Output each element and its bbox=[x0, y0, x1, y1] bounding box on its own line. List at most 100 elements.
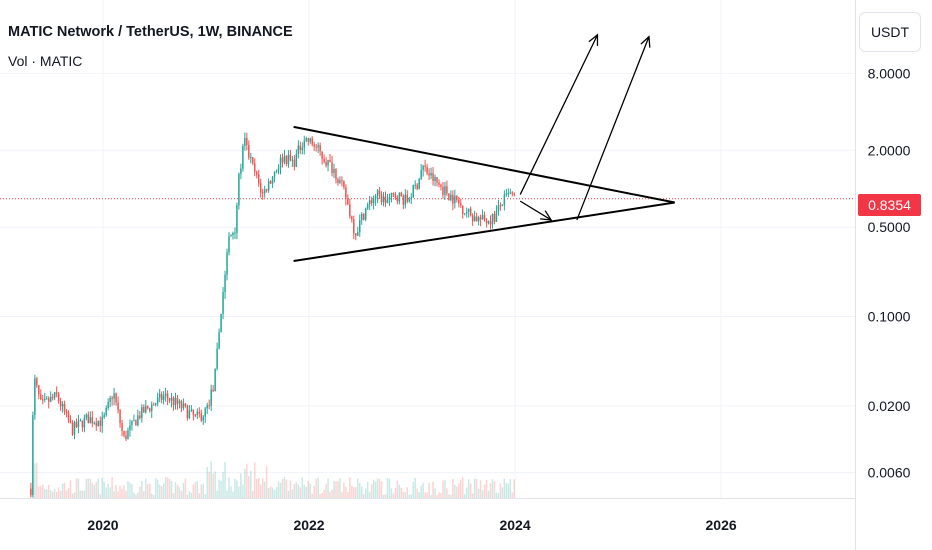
currency-button[interactable]: USDT bbox=[859, 12, 921, 52]
candle-body bbox=[301, 147, 304, 151]
volume-bar bbox=[364, 488, 367, 498]
candle-body bbox=[471, 215, 474, 222]
volume-bar bbox=[186, 494, 189, 498]
volume-bar bbox=[467, 479, 470, 498]
candle-body bbox=[61, 404, 64, 407]
volume-bar bbox=[135, 494, 137, 498]
volume-bar bbox=[246, 463, 248, 498]
volume-bar bbox=[113, 491, 115, 498]
candle-body bbox=[145, 406, 147, 413]
volume-bar bbox=[426, 492, 428, 498]
volume-bar bbox=[103, 481, 105, 498]
candle-body bbox=[347, 198, 349, 205]
volume-bar bbox=[341, 492, 343, 498]
volume-bar bbox=[69, 480, 72, 498]
candle-body bbox=[432, 173, 434, 181]
candle-body bbox=[188, 410, 191, 419]
volume-bar bbox=[40, 485, 42, 498]
volume-bar bbox=[458, 483, 460, 498]
candle-body bbox=[446, 186, 448, 194]
volume-bar bbox=[147, 484, 149, 498]
volume-bar bbox=[331, 490, 333, 498]
volume-bar bbox=[404, 492, 407, 498]
candle-body bbox=[303, 140, 306, 148]
volume-bar bbox=[67, 487, 70, 498]
volume-bar bbox=[384, 494, 387, 498]
candle-body bbox=[450, 194, 452, 201]
candle-body bbox=[305, 138, 308, 141]
candle-body bbox=[234, 232, 236, 234]
candle-body bbox=[503, 194, 506, 205]
candle-body bbox=[434, 177, 436, 181]
candle-body bbox=[337, 179, 339, 183]
chart-grid bbox=[0, 0, 855, 498]
candle-body bbox=[186, 405, 189, 419]
candle-body bbox=[79, 420, 82, 422]
volume-bar bbox=[394, 487, 397, 498]
volume-bar bbox=[267, 487, 270, 498]
volume-bar bbox=[465, 487, 468, 498]
candle-body bbox=[390, 192, 393, 198]
candle-body bbox=[333, 168, 335, 174]
candle-body bbox=[295, 153, 298, 167]
volume-bar bbox=[454, 485, 456, 498]
candle-body bbox=[69, 420, 72, 423]
volume-bar bbox=[491, 479, 494, 498]
volume-bar bbox=[291, 489, 294, 498]
candle-body bbox=[325, 162, 327, 166]
candle-body bbox=[497, 205, 500, 212]
volume-bar bbox=[59, 490, 62, 498]
candle-body bbox=[202, 416, 205, 421]
volume-bar bbox=[51, 491, 54, 498]
volume-bar bbox=[279, 482, 282, 498]
volume-indicator-label[interactable]: Vol · MATIC bbox=[8, 53, 83, 69]
volume-bar bbox=[289, 480, 292, 498]
candle-body bbox=[109, 397, 111, 403]
candle-body bbox=[460, 203, 462, 206]
candle-body bbox=[493, 213, 496, 222]
candle-body bbox=[355, 233, 357, 236]
candle-body bbox=[509, 192, 512, 194]
candle-body bbox=[491, 213, 494, 225]
volume-bar bbox=[343, 482, 345, 498]
candle-body bbox=[285, 155, 288, 165]
candle-body bbox=[156, 397, 159, 404]
candle-body bbox=[252, 157, 254, 164]
candle-body bbox=[34, 378, 36, 416]
volume-bar bbox=[259, 484, 262, 498]
candle-body bbox=[206, 405, 208, 409]
candle-body bbox=[93, 422, 96, 424]
candle-body bbox=[244, 137, 246, 146]
volume-bar bbox=[131, 484, 133, 498]
volume-bar bbox=[501, 487, 504, 498]
candle-body bbox=[410, 197, 413, 200]
candle-body bbox=[46, 398, 48, 400]
volume-bar bbox=[345, 486, 347, 498]
volume-bar bbox=[61, 483, 64, 498]
symbol-title[interactable]: MATIC Network / TetherUS, 1W, BINANCE bbox=[8, 24, 293, 40]
volume-bar bbox=[166, 477, 169, 498]
candle-body bbox=[388, 197, 391, 200]
candle-body bbox=[42, 399, 44, 401]
volume-bar bbox=[242, 484, 244, 498]
volume-bar bbox=[164, 477, 167, 498]
candle-body bbox=[65, 411, 68, 413]
volume-bar bbox=[220, 480, 222, 498]
candle-body bbox=[291, 159, 294, 161]
volume-bar bbox=[55, 492, 58, 498]
volume-bar bbox=[156, 479, 159, 498]
candle-body bbox=[97, 420, 100, 426]
volume-bar bbox=[271, 487, 274, 498]
volume-bar bbox=[380, 481, 383, 498]
candle-body bbox=[150, 404, 153, 411]
candle-body bbox=[125, 435, 127, 440]
candle-body bbox=[192, 409, 195, 415]
volume-bar bbox=[499, 483, 502, 498]
volume-bar bbox=[200, 484, 203, 498]
candle-body bbox=[182, 403, 185, 409]
volume-bar bbox=[374, 481, 377, 498]
last-price-label: 0.8354 bbox=[858, 194, 921, 216]
candle-body bbox=[269, 181, 272, 184]
candle-body bbox=[99, 420, 101, 426]
